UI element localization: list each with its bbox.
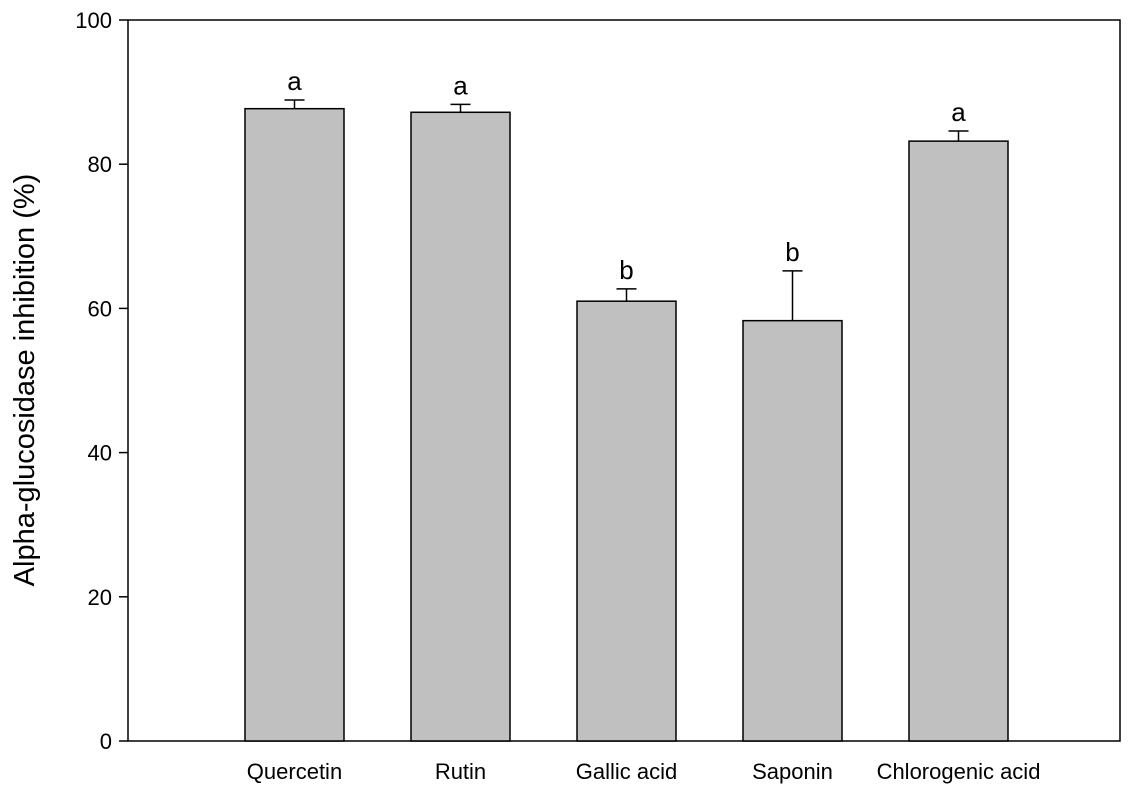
significance-label: b: [619, 255, 633, 285]
bar: [576, 300, 677, 742]
bar: [244, 107, 345, 742]
significance-labels-group: a a b b a: [287, 66, 966, 285]
x-axis: Quercetin Rutin Gallic acid Saponin Chloroge…: [247, 759, 1041, 784]
y-tick-label: 0: [100, 729, 112, 754]
significance-label: a: [951, 97, 966, 127]
category-label: Chlorogenic acid: [877, 759, 1041, 784]
significance-label: a: [287, 66, 302, 96]
y-tick-label: 100: [75, 8, 112, 33]
significance-label: a: [453, 70, 468, 100]
bars-group: [244, 107, 1009, 742]
bar: [742, 319, 843, 742]
y-tick-label: 20: [88, 585, 112, 610]
category-label: Gallic acid: [576, 759, 677, 784]
category-label: Rutin: [435, 759, 486, 784]
y-axis: 0 20 40 60 80 100: [75, 8, 128, 754]
y-axis-label: Alpha-glucosidase inhibition (%): [9, 174, 41, 587]
category-label: Saponin: [752, 759, 833, 784]
y-tick-label: 60: [88, 296, 112, 321]
y-tick-label: 40: [88, 441, 112, 466]
bar: [908, 140, 1009, 742]
error-bars-group: [284, 99, 969, 321]
category-label: Quercetin: [247, 759, 342, 784]
significance-label: b: [785, 237, 799, 267]
y-tick-label: 80: [88, 152, 112, 177]
bar: [410, 111, 511, 742]
